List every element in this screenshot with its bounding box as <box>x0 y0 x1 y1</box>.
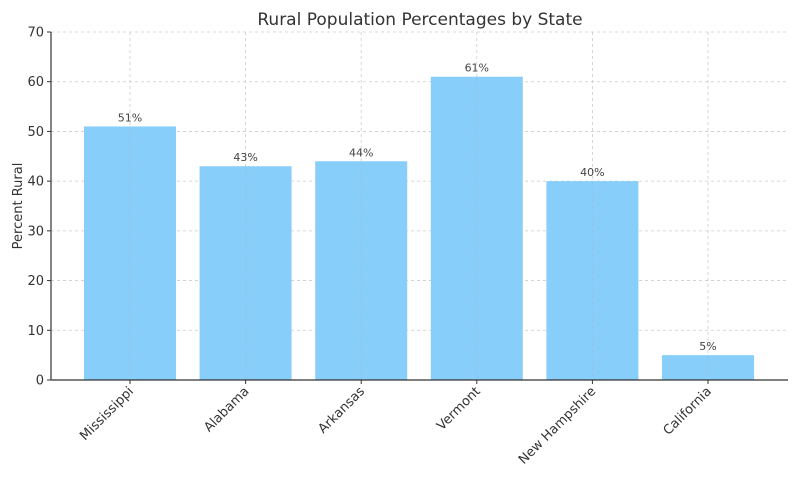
chart-title: Rural Population Percentages by State <box>257 10 582 30</box>
y-tick-label: 0 <box>36 374 44 389</box>
axes <box>50 32 788 381</box>
x-tick-label: Vermont <box>434 384 483 433</box>
y-tick-label: 30 <box>27 224 44 239</box>
y-tick-label: 20 <box>27 274 44 289</box>
y-tick-label: 60 <box>27 75 44 90</box>
y-axis-label: Percent Rural <box>11 163 26 250</box>
x-tick-label: New Hampshire <box>516 384 599 467</box>
x-tick-label: California <box>661 384 715 438</box>
bar <box>546 181 639 380</box>
bar-value-label: 5% <box>699 340 716 353</box>
bar-value-label: 61% <box>465 62 489 75</box>
x-tick-label: Arkansas <box>316 384 369 437</box>
y-tick-label: 50 <box>27 125 44 140</box>
x-tick-label: Alabama <box>201 384 252 435</box>
bar-value-label: 51% <box>118 111 142 124</box>
x-axis-ticks: Mississippi Alabama Arkansas Vermont New Ham… <box>77 380 715 468</box>
bar <box>199 166 292 380</box>
bar-value-label: 40% <box>580 166 604 179</box>
y-tick-label: 40 <box>27 175 44 190</box>
y-tick-label: 10 <box>27 324 44 339</box>
bar-value-label: 44% <box>349 146 373 159</box>
bar-value-label: 43% <box>233 151 257 164</box>
x-tick-label: Mississippi <box>77 384 137 444</box>
y-axis-ticks: 0 10 20 30 40 50 60 70 <box>27 26 51 389</box>
bars: 51% 43% 44% 61% 40% 5% <box>84 62 754 380</box>
y-tick-label: 70 <box>27 26 44 41</box>
